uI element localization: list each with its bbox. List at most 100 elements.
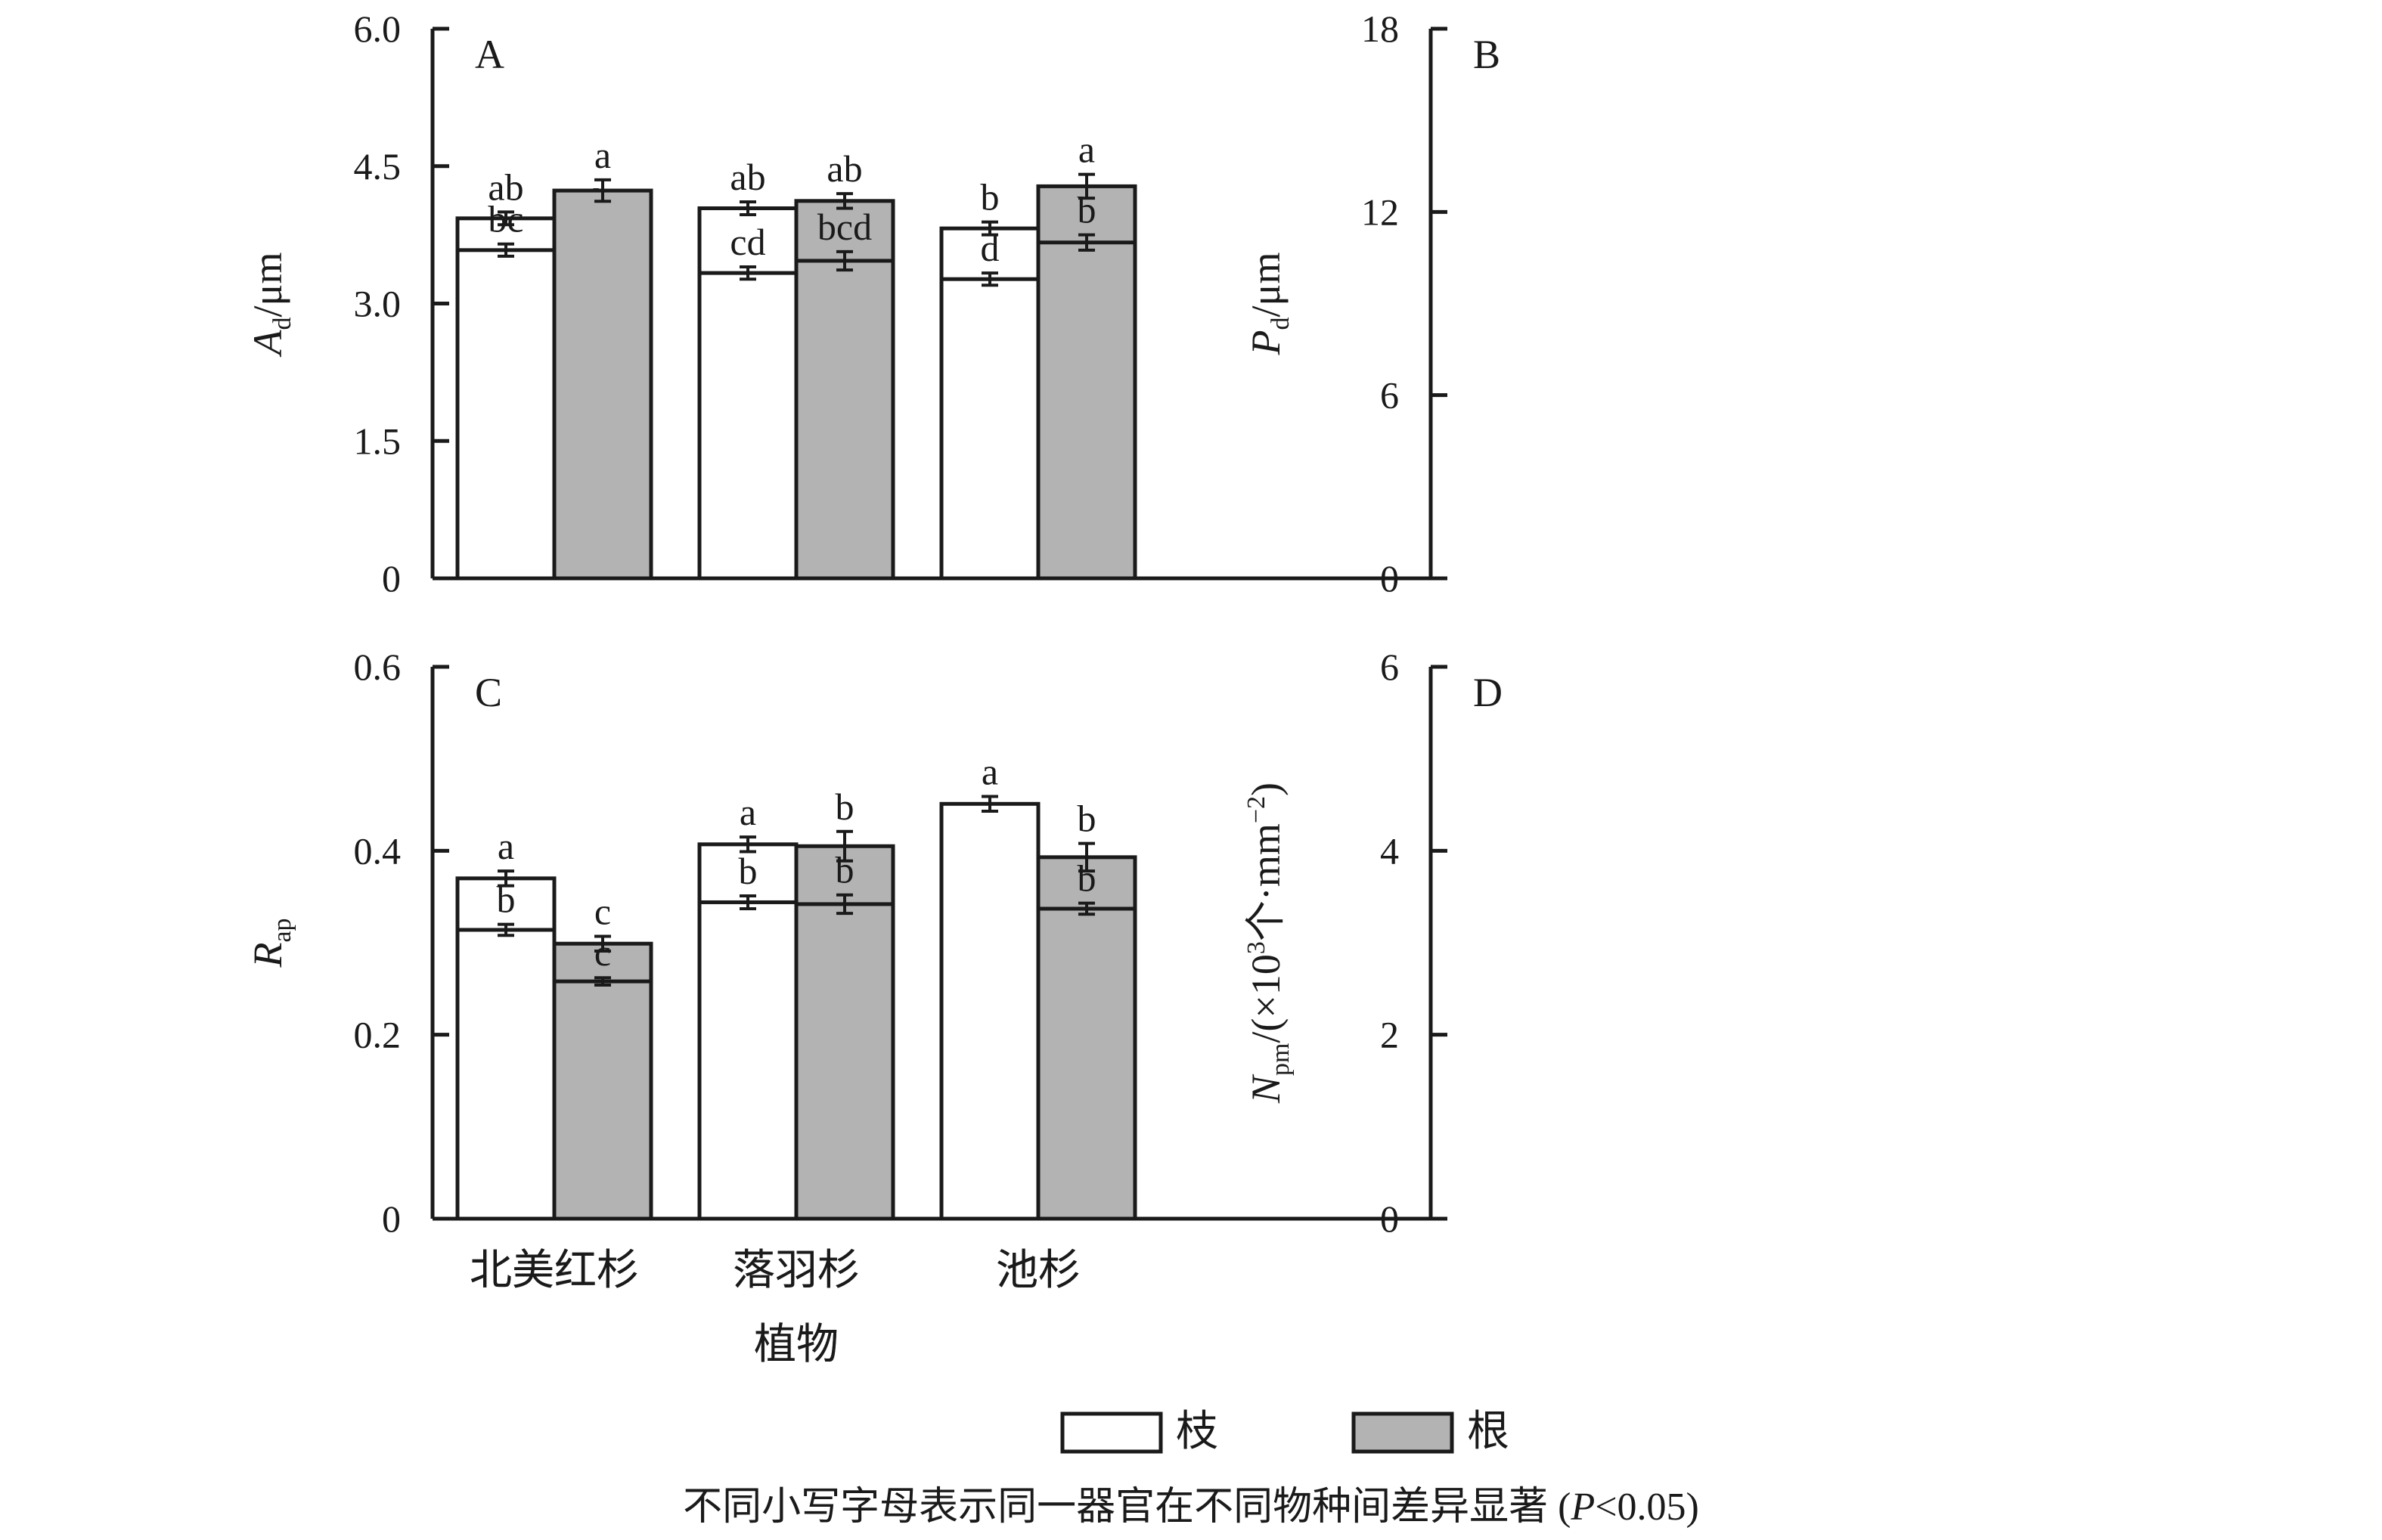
significance-letter-a-s0-c0: ab [488,166,523,208]
significance-letter-b-s1-c2: b [1078,189,1096,231]
significance-letter-b-s0-c2: d [981,227,1000,269]
error-bar-d-s0-c0 [498,922,514,937]
bar-d-s1-c2 [1036,906,1137,1221]
x-category-label-d-1: 落羽杉 [733,1247,860,1294]
chart-panel-b: bc cd d a bcd b 0 6 12 18 B Pd/μm [455,8,1500,600]
y-axis-label-unit: /μm [1243,253,1289,318]
significance-letter-a-s0-c2: b [981,176,1000,218]
significance-letter-d-s0-c0: b [497,878,516,921]
y-tick-label-a-3: 4.5 [354,145,402,187]
error-bar-a-s1-c2 [1078,172,1095,200]
legend-swatch-shoot [1060,1411,1163,1454]
y-axis-label-subscript: ap [268,918,296,942]
error-bar-c-s0-c0 [498,869,514,888]
y-tick-label-a-1: 1.5 [354,420,402,462]
significance-letter-c-s1-c0: c [594,890,611,932]
y-tick-label-c-1: 0.2 [354,1014,402,1056]
bar-b-s0-c2 [939,277,1041,581]
y-axis-label-unit-suffix: ) [1243,782,1289,796]
error-bar-d-s0-c1 [740,894,756,910]
error-bar-b-s0-c1 [740,265,756,281]
y-axis-label-unit: /μm [245,253,290,318]
y-axis-label-symbol: A [245,329,290,357]
bar-b-s1-c2 [1036,240,1137,581]
y-axis-label-subscript: d [1267,317,1295,330]
x-category-label-c-2: 池杉 [996,1247,1081,1294]
panel-letter-b: B [1473,32,1500,77]
significance-letter-b-s0-c0: bc [488,198,523,240]
error-bar-a-s0-c1 [740,200,756,216]
error-bar-d-s1-c0 [594,976,611,987]
significance-letter-d-s1-c0: c [594,931,611,974]
y-tick-label-b-1: 6 [1380,374,1399,417]
significance-letter-a-s0-c1: ab [730,156,765,198]
error-bar-b-s0-c0 [498,242,514,258]
bar-d-s0-c0 [455,928,557,1221]
significance-letter-c-s0-c0: a [498,825,514,867]
error-bar-c-s1-c2 [1078,841,1095,873]
y-axis-label-symbol: R [245,943,290,968]
bar-b-s0-c1 [697,271,799,581]
significance-letter-a-s1-c1: ab [827,147,862,190]
error-bar-d-s1-c1 [836,893,853,916]
significance-letter-d-s0-c1: b [739,850,758,892]
error-bar-b-s1-c0 [594,178,611,203]
x-category-label-c-0: 北美红杉 [470,1247,639,1294]
y-tick-label-c-2: 0.4 [354,829,402,872]
y-tick-label-a-4: 6.0 [354,8,402,50]
bar-b-s1-c0 [552,188,653,581]
y-axis-label-c: Rap [245,918,296,968]
significance-letter-b-s1-c1: bcd [817,206,872,248]
footnote-text: 不同小写字母表示同一器官在不同物种间差异显著 ( [683,1486,1571,1529]
footnote: 不同小写字母表示同一器官在不同物种间差异显著 (P<0.05) [683,1486,1699,1529]
y-tick-label-a-2: 3.0 [354,283,402,325]
significance-letter-d-s1-c2: b [1078,857,1096,900]
error-bar-b-s1-c1 [836,249,853,272]
y-axis-label-d: Npm/(×103个·mm−2) [1242,782,1295,1104]
legend-label-shoot: 枝 [1176,1408,1218,1455]
significance-letter-c-s1-c1: b [836,785,854,828]
error-bar-c-s1-c0 [594,934,611,953]
bar-b-s0-c0 [455,248,557,581]
significance-letter-d-s0-c2: a [982,751,998,793]
x-category-label-c-1: 落羽杉 [733,1247,860,1294]
significance-letter-b-s1-c0: a [594,134,611,176]
y-tick-label-d-3: 6 [1380,646,1399,688]
legend-label-root: 根 [1467,1408,1509,1455]
significance-letter-b-s0-c1: cd [730,221,765,263]
bar-b-s1-c1 [794,259,895,581]
bar-d-s0-c1 [697,900,799,1221]
chart-panels: ababbbaba01.53.04.56.0AAd/μmbccddabcdb06… [245,8,1503,1368]
y-tick-label-d-1: 2 [1380,1014,1399,1056]
bar-d-s1-c0 [552,979,653,1221]
significance-letter-a-s1-c2: a [1078,129,1095,171]
x-axis-title-c: 植物 [754,1322,839,1368]
y-tick-label-b-3: 18 [1361,8,1399,50]
y-tick-label-d-0: 0 [1380,1198,1399,1240]
y-axis-label-a: Ad/μm [245,253,296,358]
error-bar-c-s1-c1 [836,829,853,863]
y-axis-label-symbol: N [1243,1074,1289,1104]
y-tick-label-a-0: 0 [382,557,401,600]
y-axis-label-subscript: d [268,317,296,330]
y-axis-label-subscript: pm [1267,1043,1295,1076]
error-bar-a-s0-c2 [982,220,998,237]
y-axis-label-unit-prefix: /(×10 [1243,954,1289,1043]
error-bar-d-s1-c2 [1078,901,1095,916]
bar-d-s0-c2 [939,801,1041,1221]
legend: 枝 根 [1060,1408,1509,1455]
significance-letter-c-s1-c2: b [1078,798,1096,840]
significance-letter-c-s0-c1: a [740,791,756,833]
error-bar-d-s0-c2 [982,795,998,813]
y-tick-label-b-0: 0 [1380,557,1399,600]
footnote-p-symbol: P [1570,1486,1595,1529]
legend-swatch-root [1351,1411,1454,1454]
significance-letter-d-s1-c1: b [836,849,854,891]
y-axis-label-superscript-2: −2 [1242,796,1270,823]
x-category-label-d-0: 北美红杉 [470,1247,639,1294]
error-bar-b-s0-c2 [982,271,998,287]
y-tick-label-c-0: 0 [382,1198,401,1240]
y-tick-label-d-2: 4 [1380,829,1399,872]
y-axis-label-superscript-1: 3 [1242,941,1270,954]
